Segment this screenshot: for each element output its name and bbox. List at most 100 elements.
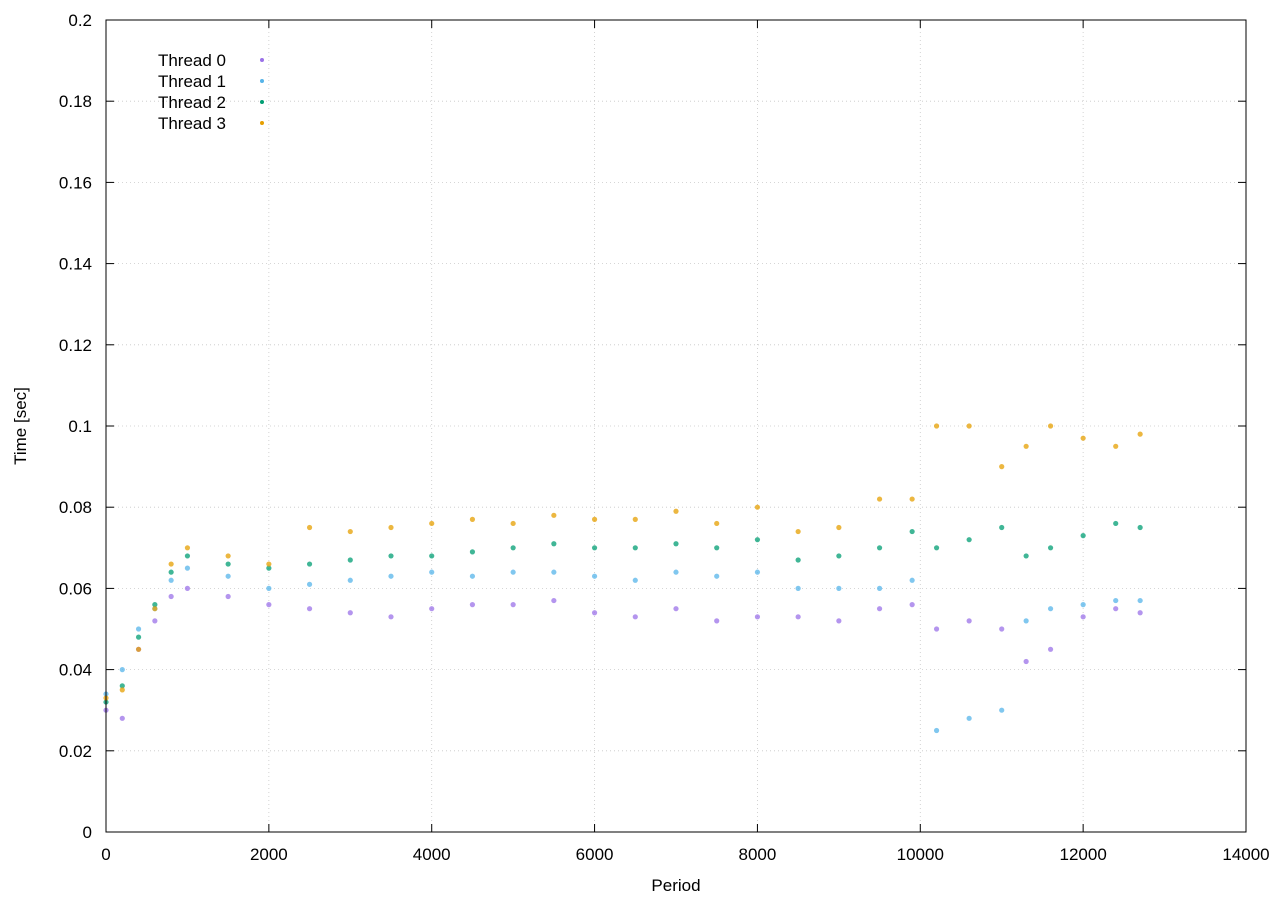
data-point xyxy=(1080,533,1086,539)
data-point xyxy=(135,626,142,632)
data-point xyxy=(632,545,638,551)
data-point xyxy=(266,565,272,571)
x-tick-label: 4000 xyxy=(413,845,451,864)
y-tick-label: 0.14 xyxy=(59,255,92,274)
data-point xyxy=(429,553,435,559)
legend-marker xyxy=(260,58,264,62)
data-point xyxy=(388,553,394,559)
data-point xyxy=(1080,435,1086,441)
y-tick-label: 0.02 xyxy=(59,742,92,761)
data-point xyxy=(388,614,394,620)
legend-marker xyxy=(260,121,264,125)
series-3 xyxy=(103,423,1143,701)
x-tick-label: 14000 xyxy=(1222,845,1269,864)
data-point xyxy=(754,614,761,620)
legend-label: Thread 3 xyxy=(158,114,226,133)
data-point xyxy=(632,516,638,522)
data-point xyxy=(795,528,801,535)
series-0 xyxy=(103,585,1143,721)
data-point xyxy=(1137,597,1143,604)
legend-label: Thread 0 xyxy=(158,51,226,70)
data-point xyxy=(714,545,720,551)
data-point xyxy=(1047,423,1054,429)
data-point xyxy=(966,423,972,429)
data-point xyxy=(119,683,125,689)
data-point xyxy=(152,606,158,612)
data-point xyxy=(184,545,191,551)
data-point xyxy=(469,602,476,608)
data-point xyxy=(836,618,842,624)
x-tick-label: 10000 xyxy=(897,845,944,864)
x-tick-label: 8000 xyxy=(739,845,777,864)
legend-label: Thread 2 xyxy=(158,93,226,112)
data-point xyxy=(184,553,191,559)
data-point xyxy=(429,606,435,612)
data-point xyxy=(632,577,638,583)
data-points xyxy=(103,423,1143,734)
data-point xyxy=(551,569,557,575)
data-point xyxy=(225,593,231,600)
data-point xyxy=(152,602,158,608)
data-point xyxy=(933,727,940,734)
y-tick-label: 0.06 xyxy=(59,579,92,598)
y-axis-title: Time [sec] xyxy=(11,387,30,465)
y-tick-label: 0.12 xyxy=(59,336,92,355)
data-point xyxy=(469,573,476,579)
data-point xyxy=(754,504,761,510)
data-point xyxy=(510,602,516,608)
data-point xyxy=(714,520,720,527)
data-point xyxy=(673,508,679,514)
data-point xyxy=(119,715,125,721)
data-point xyxy=(933,423,940,429)
data-point xyxy=(1023,553,1029,559)
data-point xyxy=(1137,524,1143,531)
data-point xyxy=(469,516,476,522)
data-point xyxy=(266,561,272,567)
data-point xyxy=(909,577,915,583)
data-point xyxy=(225,573,231,579)
data-point xyxy=(999,464,1005,470)
data-point xyxy=(591,573,598,579)
y-tick-label: 0 xyxy=(83,823,92,842)
data-point xyxy=(909,496,915,502)
legend-label: Thread 1 xyxy=(158,72,226,91)
data-point xyxy=(306,524,313,531)
data-point xyxy=(673,606,679,612)
data-point xyxy=(1137,431,1143,437)
data-point xyxy=(510,545,516,551)
data-point xyxy=(876,545,883,551)
data-point xyxy=(1137,610,1143,616)
data-point xyxy=(999,626,1005,632)
data-point xyxy=(135,646,142,652)
data-point xyxy=(347,528,353,535)
data-point xyxy=(754,569,761,575)
data-point xyxy=(168,561,174,567)
data-point xyxy=(876,606,883,612)
x-tick-label: 2000 xyxy=(250,845,288,864)
data-point xyxy=(347,577,353,583)
data-point xyxy=(795,557,801,563)
data-point xyxy=(306,561,313,567)
data-point xyxy=(795,614,801,620)
data-point xyxy=(714,618,720,624)
y-tick-label: 0.18 xyxy=(59,92,92,111)
data-point xyxy=(836,524,842,531)
data-point xyxy=(225,561,231,567)
data-point xyxy=(119,687,125,693)
x-axis-title: Period xyxy=(651,876,700,895)
data-point xyxy=(347,557,353,563)
legend-marker xyxy=(260,100,264,104)
legend: Thread 0 Thread 1 Thread 2 Thread 3 xyxy=(158,51,264,133)
data-point xyxy=(551,597,557,604)
data-point xyxy=(388,573,394,579)
y-tick-label: 0.16 xyxy=(59,173,92,192)
data-point xyxy=(551,512,557,518)
data-point xyxy=(1047,646,1054,652)
data-point xyxy=(469,549,476,555)
data-point xyxy=(591,545,598,551)
data-point xyxy=(1023,443,1029,449)
series-2 xyxy=(103,520,1143,705)
data-point xyxy=(1113,520,1119,527)
data-point xyxy=(266,602,272,608)
data-point xyxy=(933,626,940,632)
